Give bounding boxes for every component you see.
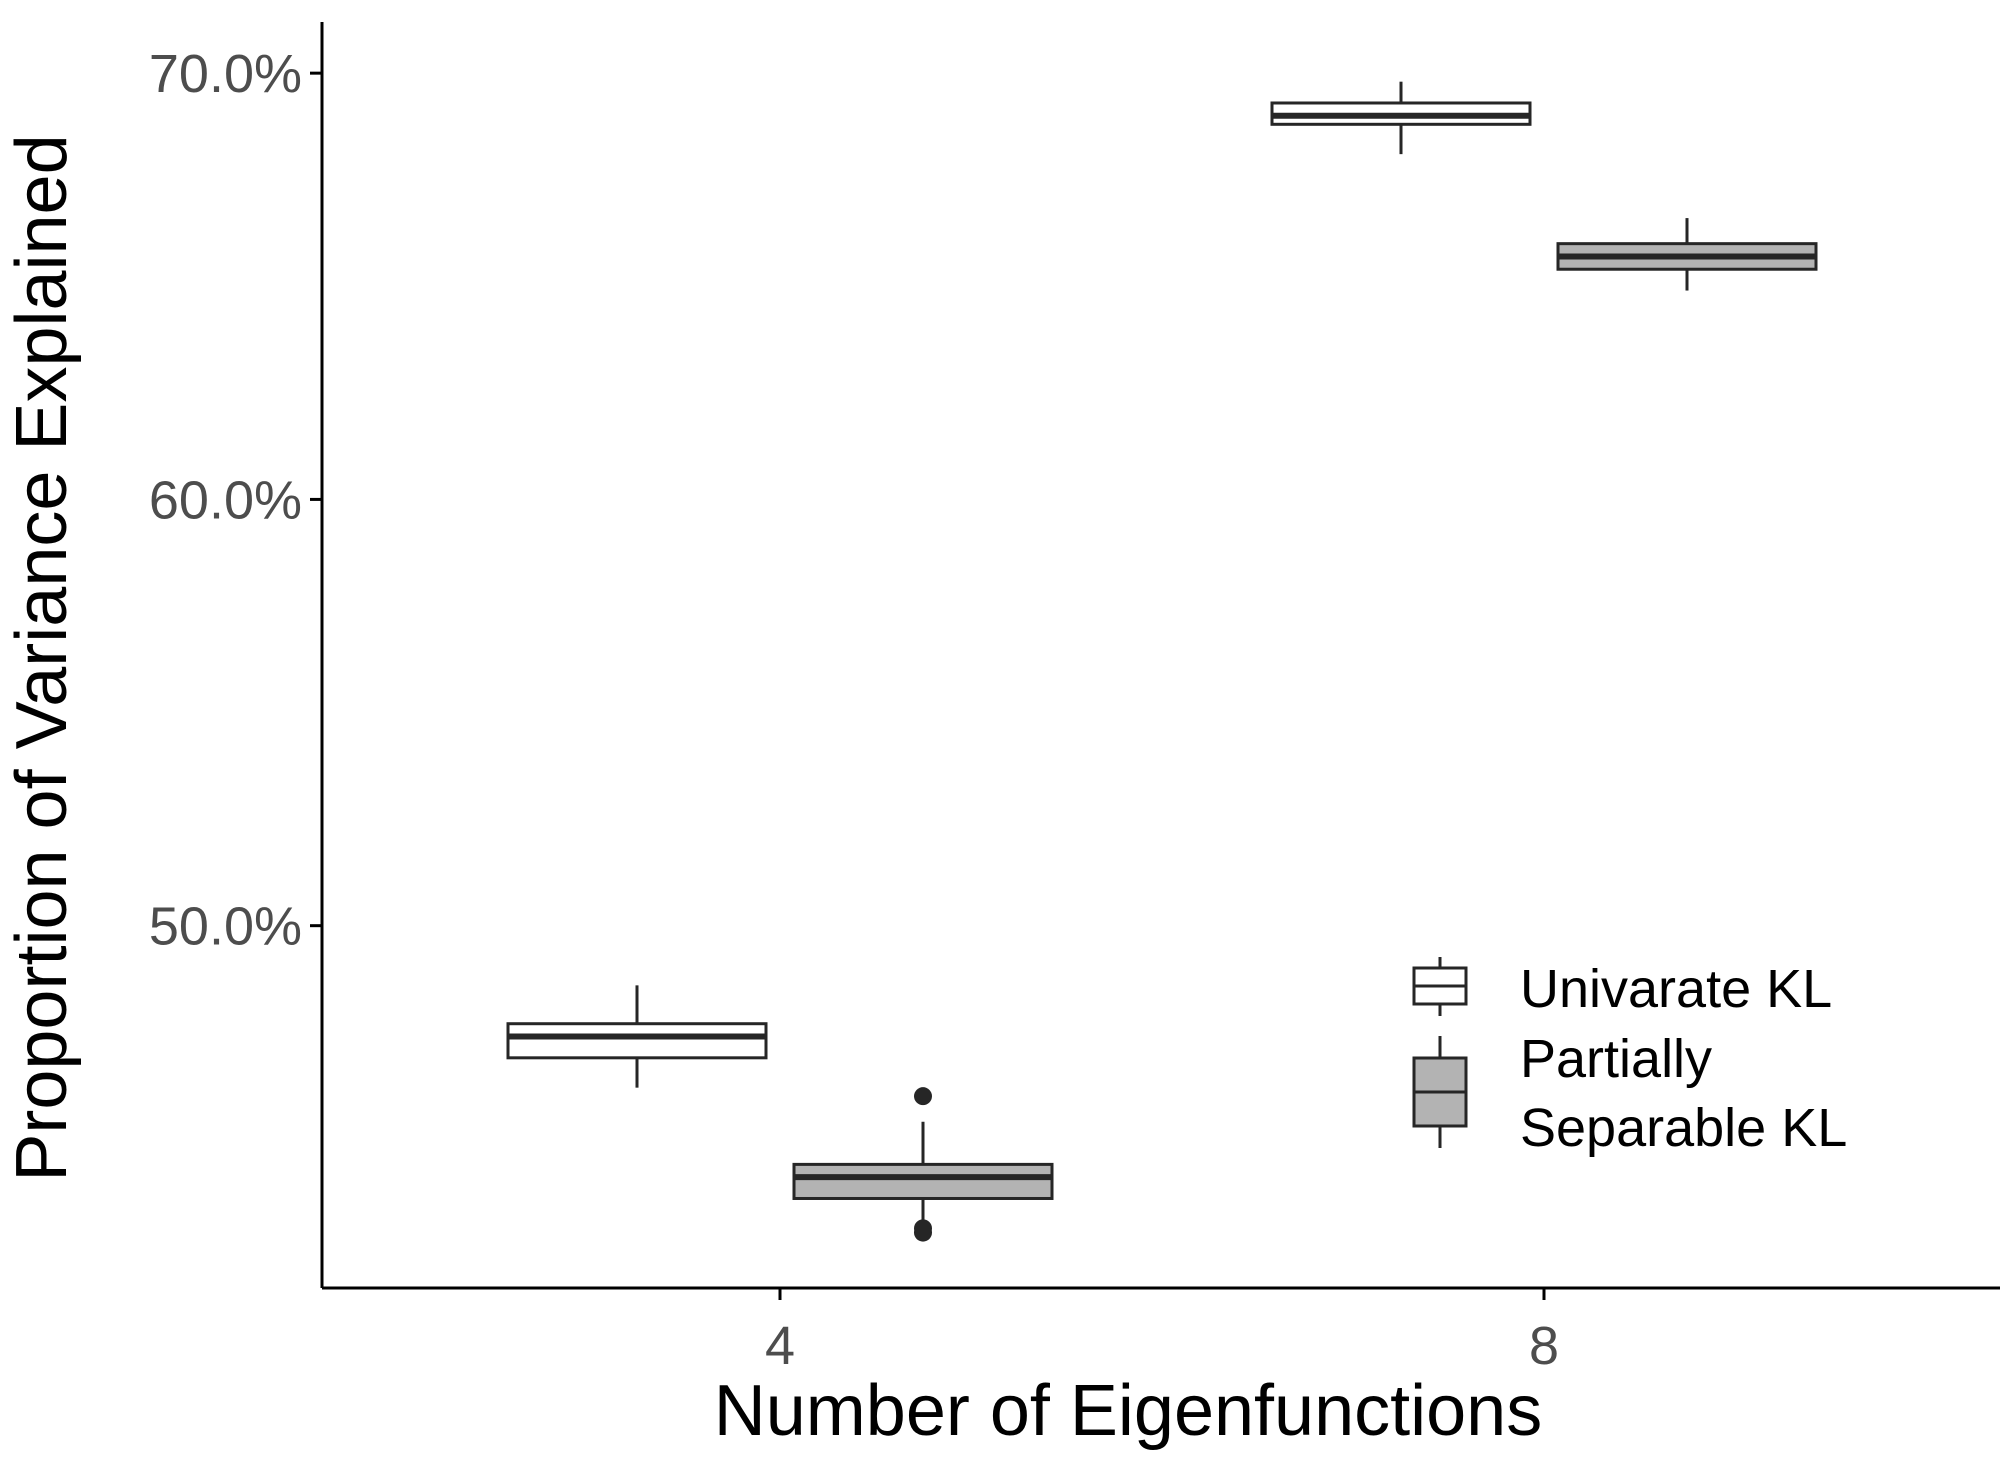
outlier-point (914, 1219, 932, 1238)
y-tick-label: 70.0% (149, 44, 302, 104)
plot-area (506, 81, 1818, 1242)
legend-label-partially-line1: Partially (1520, 1029, 1712, 1089)
legend-label-univarate-kl: Univarate KL (1520, 959, 1832, 1019)
x-tick-label: 4 (765, 1316, 795, 1376)
legend-key-partially-separable-kl (1412, 1036, 1468, 1148)
y-tick-label: 60.0% (149, 470, 302, 530)
iqr-box (792, 1162, 1054, 1200)
outlier-point (914, 1087, 932, 1106)
axes: 50.0% 60.0% 70.0% 4 8 (149, 22, 2000, 1376)
box-partially-separable-kl-4 (792, 1087, 1054, 1242)
x-axis-title: Number of Eigenfunctions (714, 1371, 1542, 1451)
box-univarate-kl-8 (1270, 81, 1532, 155)
legend-key-univarate-kl (1412, 957, 1468, 1016)
x-tick-label: 8 (1529, 1316, 1559, 1376)
y-axis-title: Proportion of Variance Explained (2, 134, 82, 1181)
legend: Univarate KL Partially Separable KL (1412, 957, 1847, 1158)
y-tick-label: 50.0% (149, 897, 302, 957)
box-partially-separable-kl-8 (1556, 218, 1818, 291)
iqr-box (506, 1022, 768, 1060)
box-univarate-kl-4 (506, 985, 768, 1088)
legend-label-partially-line2: Separable KL (1520, 1098, 1847, 1158)
